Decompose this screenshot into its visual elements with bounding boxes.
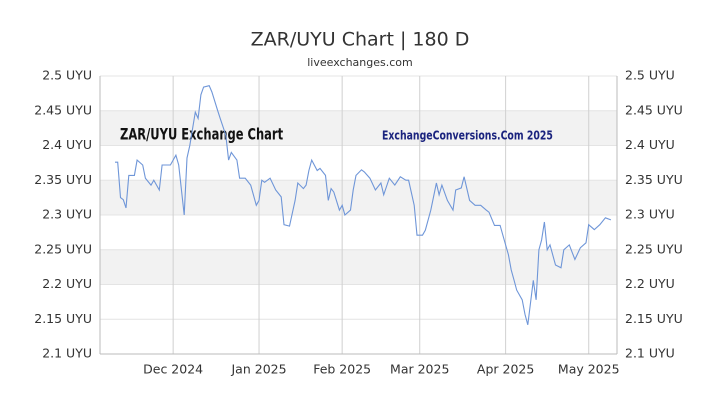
y-tick-label: 2.35 UYU	[34, 172, 92, 187]
y-tick-label: 2.45 UYU	[34, 102, 92, 117]
chart-subtitle: liveexchanges.com	[307, 56, 412, 69]
grid-band	[100, 110, 617, 146]
annotation: ExchangeConversions.Com 2025	[382, 128, 553, 142]
x-tick-label: Mar 2025	[390, 362, 449, 377]
y2-tick-label: 2.4 UYU	[625, 137, 675, 152]
y2-tick-label: 2.5 UYU	[625, 68, 675, 83]
y2-tick-label: 2.2 UYU	[625, 276, 675, 291]
grid-band	[100, 180, 617, 215]
y-tick-label: 2.2 UYU	[42, 276, 92, 291]
chart-title: ZAR/UYU Chart | 180 D	[251, 29, 470, 51]
y-tick-label: 2.5 UYU	[42, 68, 92, 83]
y2-tick-label: 2.25 UYU	[625, 241, 683, 256]
y-tick-label: 2.25 UYU	[34, 241, 92, 256]
y-tick-label: 2.15 UYU	[34, 311, 92, 326]
x-tick-label: May 2025	[558, 362, 620, 377]
y-tick-label: 2.3 UYU	[42, 207, 92, 222]
y2-tick-label: 2.3 UYU	[625, 207, 675, 222]
y2-tick-label: 2.1 UYU	[625, 346, 675, 361]
y2-tick-label: 2.15 UYU	[625, 311, 683, 326]
grid-band	[100, 249, 617, 285]
price-line	[115, 85, 612, 325]
x-tick-label: Dec 2024	[143, 362, 203, 377]
annotation: ZAR/UYU Exchange Chart	[120, 126, 283, 144]
x-tick-label: Feb 2025	[313, 362, 371, 377]
y-tick-label: 2.1 UYU	[42, 346, 92, 361]
y2-tick-label: 2.45 UYU	[625, 102, 683, 117]
y2-tick-label: 2.35 UYU	[625, 172, 683, 187]
x-tick-label: Jan 2025	[231, 362, 287, 377]
x-tick-label: Apr 2025	[477, 362, 534, 377]
y-tick-label: 2.4 UYU	[42, 137, 92, 152]
